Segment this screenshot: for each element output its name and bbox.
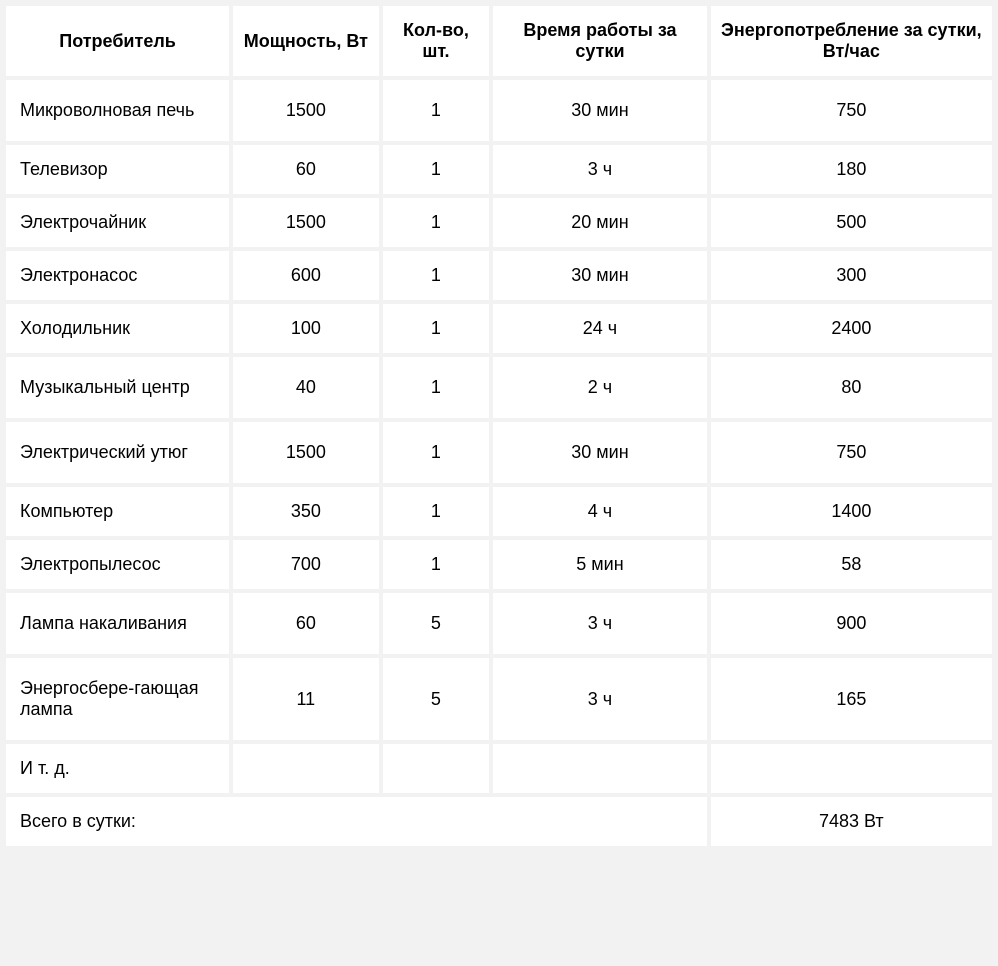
cell-power: 1500 (233, 422, 379, 483)
cell-consumer: Лампа накаливания (6, 593, 229, 654)
cell-power (233, 744, 379, 793)
cell-power: 1500 (233, 198, 379, 247)
cell-time: 2 ч (493, 357, 706, 418)
cell-consumer: Энергосбере-гающая лампа (6, 658, 229, 740)
cell-consumer: И т. д. (6, 744, 229, 793)
cell-energy: 300 (711, 251, 992, 300)
cell-energy (711, 744, 992, 793)
cell-time: 30 мин (493, 251, 706, 300)
cell-power: 11 (233, 658, 379, 740)
cell-time (493, 744, 706, 793)
header-power: Мощность, Вт (233, 6, 379, 76)
cell-time: 20 мин (493, 198, 706, 247)
cell-power: 100 (233, 304, 379, 353)
table-row: Музыкальный центр4012 ч80 (6, 357, 992, 418)
cell-qty: 1 (383, 304, 490, 353)
cell-consumer: Микроволновая печь (6, 80, 229, 141)
cell-power: 700 (233, 540, 379, 589)
cell-energy: 2400 (711, 304, 992, 353)
cell-power: 60 (233, 593, 379, 654)
cell-time: 3 ч (493, 658, 706, 740)
cell-consumer: Электрический утюг (6, 422, 229, 483)
cell-energy: 1400 (711, 487, 992, 536)
cell-time: 5 мин (493, 540, 706, 589)
cell-energy: 58 (711, 540, 992, 589)
cell-time: 3 ч (493, 593, 706, 654)
table-row: Электронасос600130 мин300 (6, 251, 992, 300)
cell-qty: 1 (383, 540, 490, 589)
cell-energy: 180 (711, 145, 992, 194)
cell-qty: 1 (383, 145, 490, 194)
table-row: Электрический утюг1500130 мин750 (6, 422, 992, 483)
table-row: Энергосбере-гающая лампа1153 ч165 (6, 658, 992, 740)
cell-consumer: Телевизор (6, 145, 229, 194)
cell-qty: 1 (383, 487, 490, 536)
cell-qty: 5 (383, 658, 490, 740)
cell-power: 350 (233, 487, 379, 536)
cell-consumer: Компьютер (6, 487, 229, 536)
cell-qty: 1 (383, 422, 490, 483)
cell-consumer: Холодильник (6, 304, 229, 353)
cell-power: 60 (233, 145, 379, 194)
cell-power: 600 (233, 251, 379, 300)
cell-energy: 500 (711, 198, 992, 247)
cell-qty: 1 (383, 198, 490, 247)
cell-qty: 1 (383, 251, 490, 300)
cell-qty: 1 (383, 80, 490, 141)
total-value: 7483 Вт (711, 797, 992, 846)
cell-consumer: Электрочайник (6, 198, 229, 247)
table-row: Электропылесос70015 мин58 (6, 540, 992, 589)
cell-consumer: Электропылесос (6, 540, 229, 589)
header-qty: Кол-во, шт. (383, 6, 490, 76)
table-row: Электрочайник1500120 мин500 (6, 198, 992, 247)
total-label: Всего в сутки: (6, 797, 707, 846)
table-row: И т. д. (6, 744, 992, 793)
table-row: Телевизор6013 ч180 (6, 145, 992, 194)
table-total-row: Всего в сутки:7483 Вт (6, 797, 992, 846)
cell-qty (383, 744, 490, 793)
cell-energy: 165 (711, 658, 992, 740)
cell-time: 30 мин (493, 80, 706, 141)
table-row: Холодильник100124 ч2400 (6, 304, 992, 353)
cell-consumer: Электронасос (6, 251, 229, 300)
cell-power: 1500 (233, 80, 379, 141)
cell-energy: 80 (711, 357, 992, 418)
energy-consumption-table: Потребитель Мощность, Вт Кол-во, шт. Вре… (2, 2, 996, 850)
header-consumer: Потребитель (6, 6, 229, 76)
table-body: Микроволновая печь1500130 мин750Телевизо… (6, 80, 992, 846)
cell-time: 3 ч (493, 145, 706, 194)
cell-power: 40 (233, 357, 379, 418)
table-row: Микроволновая печь1500130 мин750 (6, 80, 992, 141)
cell-time: 30 мин (493, 422, 706, 483)
cell-energy: 900 (711, 593, 992, 654)
table-row: Лампа накаливания6053 ч900 (6, 593, 992, 654)
table-row: Компьютер35014 ч1400 (6, 487, 992, 536)
cell-energy: 750 (711, 422, 992, 483)
header-energy: Энергопотребление за сутки, Вт/час (711, 6, 992, 76)
header-time: Время работы за сутки (493, 6, 706, 76)
table-header-row: Потребитель Мощность, Вт Кол-во, шт. Вре… (6, 6, 992, 76)
cell-qty: 5 (383, 593, 490, 654)
cell-energy: 750 (711, 80, 992, 141)
cell-qty: 1 (383, 357, 490, 418)
cell-consumer: Музыкальный центр (6, 357, 229, 418)
cell-time: 24 ч (493, 304, 706, 353)
cell-time: 4 ч (493, 487, 706, 536)
